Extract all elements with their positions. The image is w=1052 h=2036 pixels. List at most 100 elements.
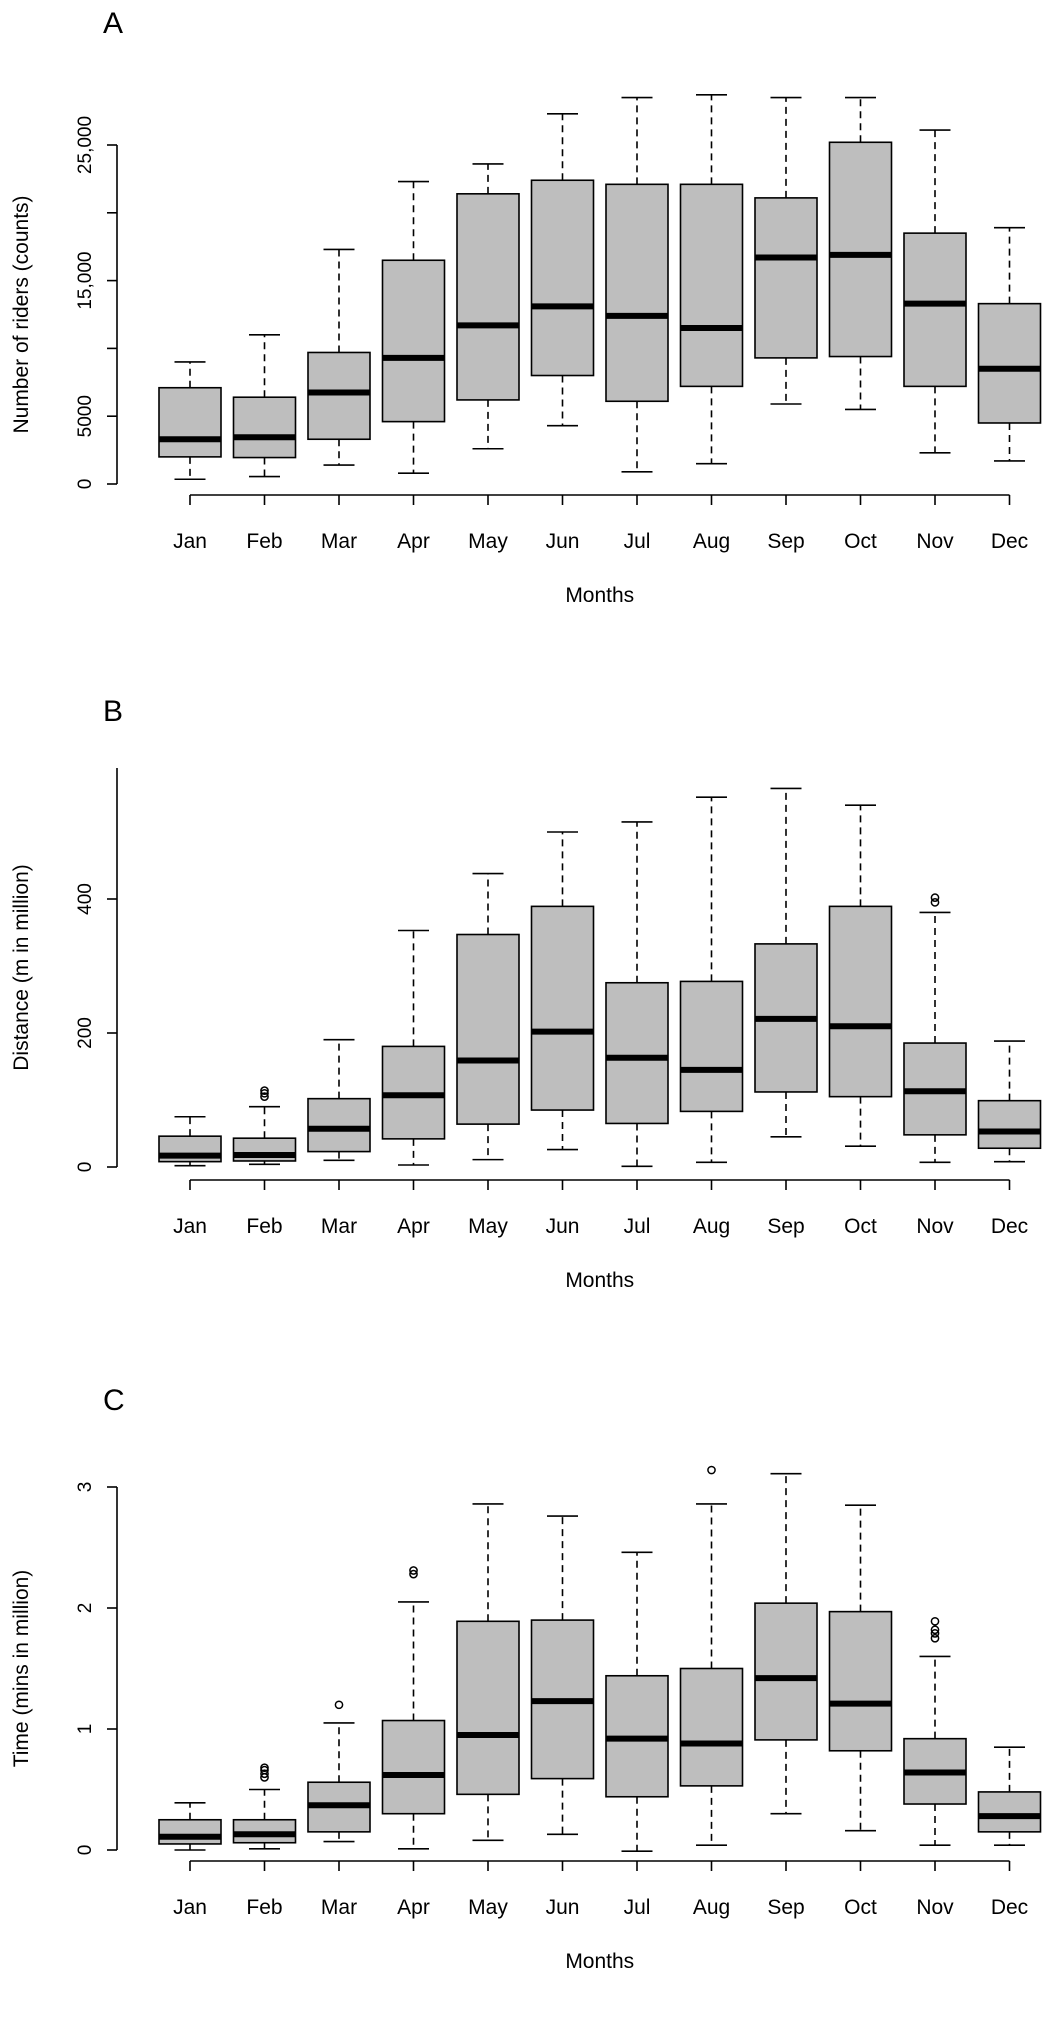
box-oct <box>828 96 893 411</box>
x-tick-label-jan: Jan <box>173 1215 207 1238</box>
panel-label: A <box>103 7 123 40</box>
box-may <box>456 163 520 450</box>
box-jun <box>530 113 595 427</box>
y-tick-label: 5000 <box>75 395 96 437</box>
x-tick-label-oct: Oct <box>844 1215 877 1238</box>
iqr-box <box>754 197 818 359</box>
y-axis-title: Number of riders (counts) <box>10 195 33 433</box>
iqr-box <box>530 905 595 1111</box>
panel-label: B <box>103 695 123 728</box>
outlier-point <box>930 1616 940 1626</box>
x-tick-label-may: May <box>468 530 508 553</box>
iqr-box <box>456 933 520 1125</box>
panel-a: A 0 5000 15,000 25,000 Number of riders (coun… <box>0 0 1052 660</box>
box-mar <box>307 248 371 466</box>
outlier-point <box>260 1769 269 1779</box>
box-apr <box>381 180 446 474</box>
iqr-box <box>232 396 297 459</box>
iqr-box <box>605 981 669 1125</box>
box-jun <box>530 831 595 1151</box>
iqr-box <box>307 1097 371 1153</box>
chart-a: A 0 5000 15,000 25,000 Number of riders (coun… <box>10 7 1042 607</box>
x-axis-title: Months <box>565 1269 634 1292</box>
box-feb <box>232 1763 297 1850</box>
x-tick-label-apr: Apr <box>397 530 430 553</box>
box-feb <box>232 1086 297 1166</box>
x-tick-label-jul: Jul <box>624 1215 651 1238</box>
x-tick-label-nov: Nov <box>916 530 954 553</box>
outlier-point <box>707 1465 716 1475</box>
panel-b: B 0 200 400 Distance (m in million) Jan Feb Mar… <box>0 688 1052 1348</box>
chart-b: B 0 200 400 Distance (m in million) Jan Feb Mar… <box>10 695 1042 1292</box>
x-tick-label-oct: Oct <box>844 530 877 553</box>
box-aug <box>679 1465 744 1846</box>
outlier-point <box>260 1763 269 1773</box>
x-tick-label-sep: Sep <box>767 530 804 553</box>
panel-c: C 0 1 2 3 Time (mins in million) Jan Feb Mar Apr M… <box>0 1376 1052 2036</box>
x-tick-label-apr: Apr <box>397 1896 430 1919</box>
y-tick-label: 15,000 <box>75 252 96 310</box>
chart-c: C 0 1 2 3 Time (mins in million) Jan Feb Mar Apr M… <box>10 1384 1042 1973</box>
panel-label: C <box>103 1384 125 1417</box>
y-tick-label: 400 <box>75 883 96 915</box>
box-may <box>456 872 520 1161</box>
x-tick-label-dec: Dec <box>991 1896 1028 1919</box>
box-mar <box>307 1038 371 1162</box>
box-nov <box>903 129 967 454</box>
box-mar <box>307 1700 371 1843</box>
y-tick-label: 0 <box>75 1162 96 1173</box>
box-apr <box>381 1566 446 1850</box>
iqr-box <box>679 1667 744 1787</box>
x-tick-label-mar: Mar <box>321 1896 357 1919</box>
x-tick-label-jul: Jul <box>624 1896 651 1919</box>
x-tick-label-may: May <box>468 1215 508 1238</box>
outlier-point <box>409 1566 418 1575</box>
box-may <box>456 1503 520 1842</box>
y-tick-label: 200 <box>75 1017 96 1049</box>
outlier-point <box>930 1633 940 1643</box>
iqr-box <box>828 905 893 1098</box>
x-tick-label-jun: Jun <box>546 530 580 553</box>
iqr-box <box>381 1719 446 1815</box>
outlier-point <box>930 893 940 903</box>
x-tick-label-oct: Oct <box>844 1896 877 1919</box>
iqr-box <box>530 179 595 377</box>
y-tick-label: 3 <box>75 1482 96 1493</box>
y-tick-label: 0 <box>75 479 96 490</box>
x-tick-label-mar: Mar <box>321 530 357 553</box>
box-dec <box>977 1040 1042 1163</box>
iqr-box <box>679 980 744 1113</box>
iqr-box <box>977 302 1042 424</box>
iqr-box <box>456 1620 520 1796</box>
y-tick-label: 0 <box>75 1845 96 1856</box>
outlier-point <box>260 1086 269 1095</box>
x-tick-label-nov: Nov <box>916 1215 954 1238</box>
iqr-box <box>605 183 669 403</box>
x-tick-label-mar: Mar <box>321 1215 357 1238</box>
iqr-box <box>307 351 371 441</box>
outlier-point <box>334 1700 344 1710</box>
box-oct <box>828 804 893 1148</box>
box-jul <box>605 96 669 473</box>
x-axis-title: Months <box>565 584 634 607</box>
x-tick-label-aug: Aug <box>693 1215 730 1238</box>
iqr-box <box>158 386 222 458</box>
box-jan <box>158 1802 222 1851</box>
y-axis-title: Time (mins in million) <box>10 1570 33 1768</box>
x-tick-label-jun: Jun <box>546 1896 580 1919</box>
box-dec <box>977 226 1042 462</box>
x-tick-label-jul: Jul <box>624 530 651 553</box>
box-nov <box>903 1616 967 1846</box>
box-oct <box>828 1504 893 1832</box>
y-tick-label: 25,000 <box>75 116 96 174</box>
iqr-box <box>679 183 744 388</box>
y-axis-title: Distance (m in million) <box>10 864 33 1071</box>
box-jun <box>530 1515 595 1836</box>
iqr-box <box>232 1818 297 1844</box>
box-feb <box>232 334 297 478</box>
box-jul <box>605 821 669 1168</box>
box-nov <box>903 893 967 1164</box>
iqr-box <box>828 1610 893 1752</box>
x-tick-label-apr: Apr <box>397 1215 430 1238</box>
box-jan <box>158 361 222 481</box>
